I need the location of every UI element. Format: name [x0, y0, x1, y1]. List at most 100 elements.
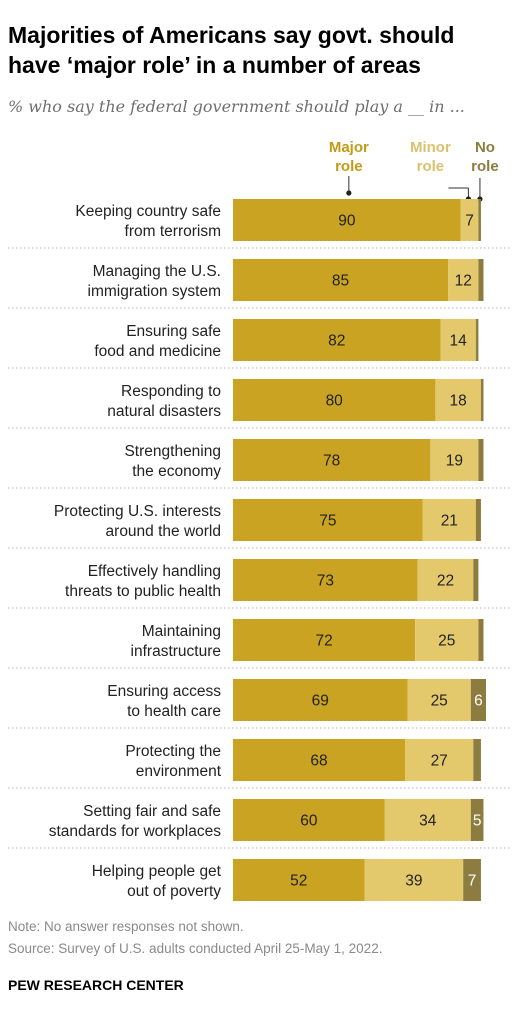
- category-label: immigration system: [88, 283, 222, 300]
- data-label-minor-role: 14: [450, 333, 468, 350]
- legend-minor-role-label: role: [417, 158, 445, 175]
- category-label: infrastructure: [131, 643, 221, 660]
- bar-minor-role: [364, 859, 464, 901]
- category-label: Strengthening: [124, 443, 221, 460]
- data-label-major-role: 52: [290, 873, 307, 890]
- category-label: Ensuring access: [107, 683, 221, 700]
- category-label: Helping people get: [92, 863, 222, 880]
- data-label-major-role: 60: [300, 813, 318, 830]
- bar-none-role: [478, 259, 484, 301]
- data-label-major-role: 90: [338, 213, 356, 230]
- data-label-minor-role: 25: [438, 633, 455, 650]
- bar-minor-role: [435, 379, 481, 421]
- legend-major-role-label: role: [335, 158, 363, 175]
- category-label: threats to public health: [65, 583, 221, 600]
- category-label: Effectively handling: [88, 563, 221, 580]
- bar-none-role: [478, 199, 481, 241]
- data-label-major-role: 68: [310, 753, 327, 770]
- data-label-minor-role: 12: [455, 273, 472, 290]
- category-label: standards for workplaces: [49, 823, 222, 840]
- data-label-minor-role: 34: [419, 813, 437, 830]
- bar-minor-role: [405, 739, 474, 781]
- data-label-major-role: 73: [317, 573, 334, 590]
- data-label-minor-role: 25: [431, 693, 448, 710]
- bar-minor-role: [422, 499, 476, 541]
- category-label: Protecting U.S. interests: [54, 503, 221, 520]
- legend-major-role-label: Major: [329, 139, 369, 156]
- bar-none-role: [470, 799, 484, 841]
- bar-major-role: [233, 499, 423, 541]
- bar-minor-role: [440, 319, 476, 361]
- category-label: Managing the U.S.: [93, 263, 221, 280]
- category-label: from terrorism: [125, 223, 221, 240]
- bar-none-role: [478, 439, 484, 481]
- data-label-minor-role: 22: [437, 573, 454, 590]
- bar-major-role: [233, 259, 449, 301]
- category-label: the economy: [132, 463, 221, 480]
- bar-none-role: [473, 739, 481, 781]
- bar-minor-role: [448, 259, 479, 301]
- data-label-major-role: 75: [319, 513, 336, 530]
- chart-source: Source: Survey of U.S. adults conducted …: [8, 941, 383, 956]
- data-label-major-role: 78: [323, 453, 340, 470]
- category-label: Maintaining: [142, 623, 221, 640]
- bar-minor-role: [407, 679, 471, 721]
- bar-major-role: [233, 199, 461, 241]
- category-label: environment: [136, 763, 222, 780]
- chart-note: Note: No answer responses not shown.: [8, 919, 244, 934]
- legend-major-dot: [346, 190, 352, 196]
- bar-none-role: [478, 619, 484, 661]
- bar-none-role: [470, 679, 486, 721]
- bar-major-role: [233, 859, 365, 901]
- category-label: Keeping country safe: [75, 203, 221, 220]
- legend-minor-role-label: Minor: [410, 139, 451, 156]
- category-label: Ensuring safe: [126, 323, 221, 340]
- data-label-major-role: 72: [315, 633, 332, 650]
- data-label-none-role: 7: [468, 873, 477, 890]
- bar-none-role: [475, 319, 479, 361]
- bar-major-role: [233, 619, 416, 661]
- bar-major-role: [233, 739, 406, 781]
- data-label-major-role: 80: [326, 393, 344, 410]
- data-label-major-role: 82: [328, 333, 345, 350]
- data-label-major-role: 69: [312, 693, 329, 710]
- bar-minor-role: [430, 439, 479, 481]
- data-label-minor-role: 21: [441, 513, 458, 530]
- category-label: Protecting the: [125, 743, 221, 760]
- data-label-major-role: 85: [332, 273, 349, 290]
- category-label: out of poverty: [127, 883, 221, 900]
- bar-major-role: [233, 799, 385, 841]
- category-label: around the world: [106, 523, 221, 540]
- bar-none-role: [473, 559, 479, 601]
- bar-major-role: [233, 439, 431, 481]
- bar-minor-role: [417, 559, 474, 601]
- chart-subtitle: % who say the federal government should …: [8, 97, 465, 116]
- data-label-minor-role: 27: [431, 753, 448, 770]
- chart-title: Majorities of Americans say govt. should…: [8, 22, 455, 78]
- data-label-none-role: 6: [474, 693, 483, 710]
- bar-major-role: [233, 679, 408, 721]
- category-label: Setting fair and safe: [83, 803, 221, 820]
- bar-major-role: [233, 379, 436, 421]
- bar-major-role: [233, 319, 441, 361]
- data-label-none-role: 5: [473, 813, 482, 830]
- bar-major-role: [233, 559, 418, 601]
- bar-minor-role: [384, 799, 471, 841]
- data-label-minor-role: 39: [405, 873, 422, 890]
- legend-none-role-label: role: [471, 158, 499, 175]
- data-label-minor-role: 18: [450, 393, 467, 410]
- bar-none-role: [463, 859, 481, 901]
- bar-minor-role: [460, 199, 479, 241]
- data-label-minor-role: 19: [446, 453, 463, 470]
- legend-none-role-label: No: [475, 139, 495, 156]
- stacked-bar-chart: Major role Minor role No role Keeping country …: [8, 139, 511, 901]
- category-label: natural disasters: [107, 403, 221, 420]
- category-label: Responding to: [121, 383, 221, 400]
- category-label: food and medicine: [94, 343, 221, 360]
- category-label: to health care: [127, 703, 221, 720]
- bar-none-role: [480, 379, 484, 421]
- bar-minor-role: [415, 619, 479, 661]
- bar-none-role: [475, 499, 481, 541]
- data-label-minor-role: 7: [465, 213, 474, 230]
- branding-label: PEW RESEARCH CENTER: [8, 977, 184, 993]
